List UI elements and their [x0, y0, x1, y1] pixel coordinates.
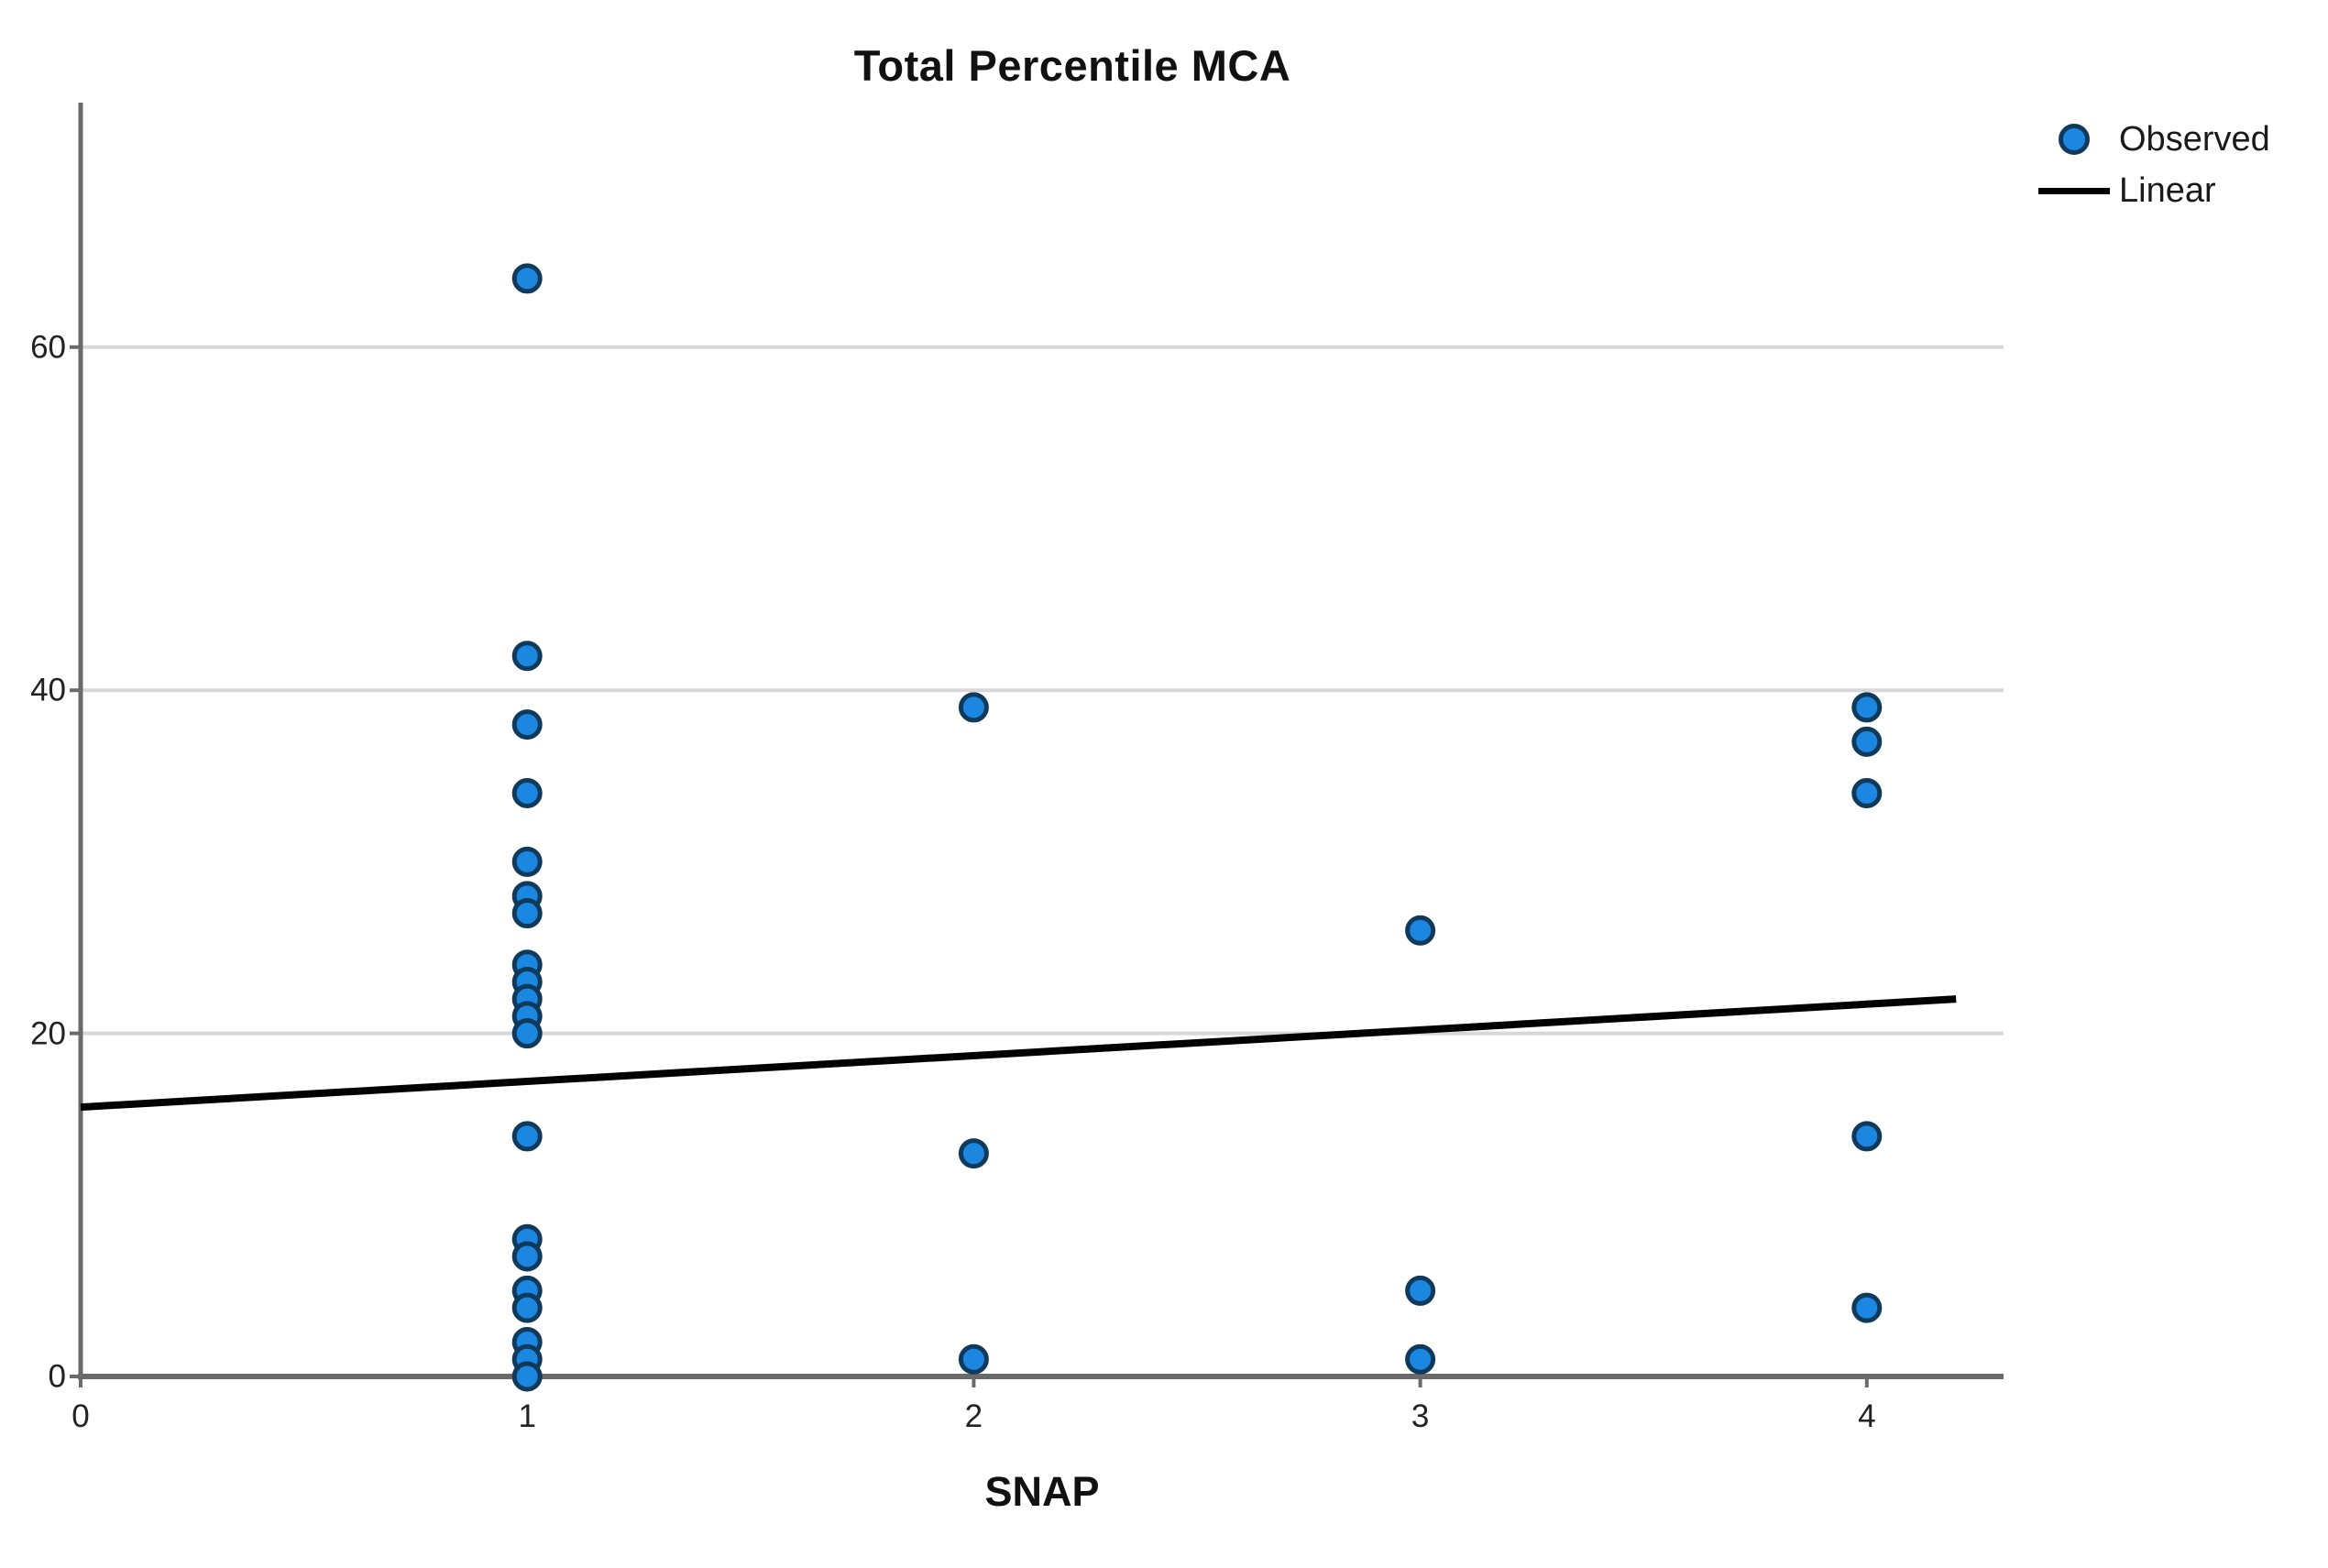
x-tick-label-1: 1 [518, 1398, 536, 1434]
legend-item-observed: Observed [2037, 117, 2270, 161]
data-point [511, 778, 543, 809]
data-point [511, 1361, 543, 1392]
scatter-points-group [511, 263, 1883, 1392]
observed-marker-swatch [2037, 124, 2112, 155]
y-tick-label-20: 20 [30, 1015, 66, 1052]
data-point [958, 1343, 989, 1375]
data-point [511, 1292, 543, 1323]
data-point [511, 1241, 543, 1272]
observed-dot-icon [2059, 124, 2090, 155]
legend-observed-label: Observed [2119, 119, 2270, 159]
data-point [1851, 778, 1883, 809]
data-point [1851, 1292, 1883, 1323]
x-tick-label-4: 4 [1858, 1398, 1876, 1434]
x-axis-title: SNAP [984, 1468, 1100, 1515]
gridlines-group [81, 345, 2004, 1036]
linear-line-swatch [2037, 187, 2112, 194]
data-point [511, 263, 543, 294]
axes-group [70, 103, 2004, 1387]
data-point [511, 641, 543, 672]
y-tick-label-0: 0 [48, 1358, 66, 1395]
legend-item-linear: Linear [2037, 169, 2270, 213]
x-tick-label-2: 2 [964, 1398, 983, 1434]
data-point [1851, 692, 1883, 723]
linear-line-icon [2038, 187, 2110, 194]
data-point [1405, 1343, 1436, 1375]
data-point [1851, 1121, 1883, 1152]
data-point [511, 898, 543, 929]
x-tick-label-0: 0 [71, 1398, 90, 1434]
x-tick-label-3: 3 [1411, 1398, 1430, 1434]
data-point [1405, 1275, 1436, 1306]
data-point [511, 709, 543, 740]
y-tick-label-40: 40 [30, 672, 66, 708]
data-point [958, 692, 989, 723]
y-tick-label-60: 60 [30, 329, 66, 366]
data-point [511, 1121, 543, 1152]
data-point [1405, 915, 1436, 946]
data-point [511, 1018, 543, 1049]
linear-fit-line [80, 995, 1957, 1112]
data-point [1851, 726, 1883, 757]
legend-linear-label: Linear [2119, 170, 2216, 210]
chart-title: Total Percentile MCA [853, 41, 1291, 90]
linear-fit-line-group [80, 995, 1957, 1112]
data-point [958, 1138, 989, 1169]
legend: Observed Linear [2037, 117, 2270, 213]
data-point [511, 846, 543, 877]
